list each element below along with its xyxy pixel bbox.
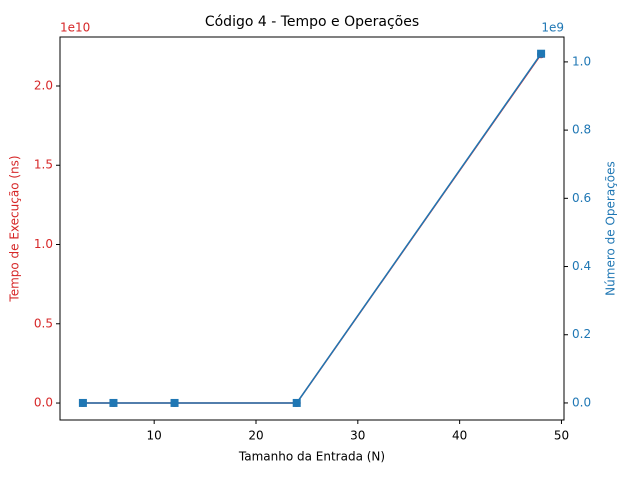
y2-tick-label: 0.6 <box>572 191 591 205</box>
marker <box>170 398 179 407</box>
y2-tick-label: 0.4 <box>572 259 591 273</box>
series-line <box>82 53 542 404</box>
y2-tick-label: 0.0 <box>572 395 591 409</box>
x-tick-label: 50 <box>554 429 569 443</box>
x-tick-label: 20 <box>248 429 263 443</box>
marker <box>537 49 546 58</box>
y-tick-label: 0.0 <box>34 396 53 410</box>
x-tick-label: 10 <box>147 429 162 443</box>
y-tick-label: 1.0 <box>34 237 53 251</box>
x-axis-label: Tamanho da Entrada (N) <box>238 450 385 464</box>
marker <box>78 398 87 407</box>
y-offset-text: 1e10 <box>60 21 90 35</box>
x-tick-label: 30 <box>350 429 365 443</box>
series-line <box>82 53 542 404</box>
y-axis-label: Tempo de Execução (ns) <box>8 155 22 302</box>
chart-title: Código 4 - Tempo e Operações <box>205 14 419 30</box>
x-tick-label: 40 <box>452 429 467 443</box>
y2-tick-label: 0.8 <box>572 123 591 137</box>
marker <box>109 398 118 407</box>
y2-tick-label: 1.0 <box>572 54 591 68</box>
y2-tick-label: 0.2 <box>572 327 591 341</box>
marker <box>292 398 301 407</box>
y2-axis-label: Número de Operações <box>604 161 618 296</box>
y-tick-label: 0.5 <box>34 316 53 330</box>
y2-offset-text: 1e9 <box>541 21 564 35</box>
plot-frame <box>59 36 565 421</box>
y-tick-label: 2.0 <box>34 78 53 92</box>
y-tick-label: 1.5 <box>34 158 53 172</box>
